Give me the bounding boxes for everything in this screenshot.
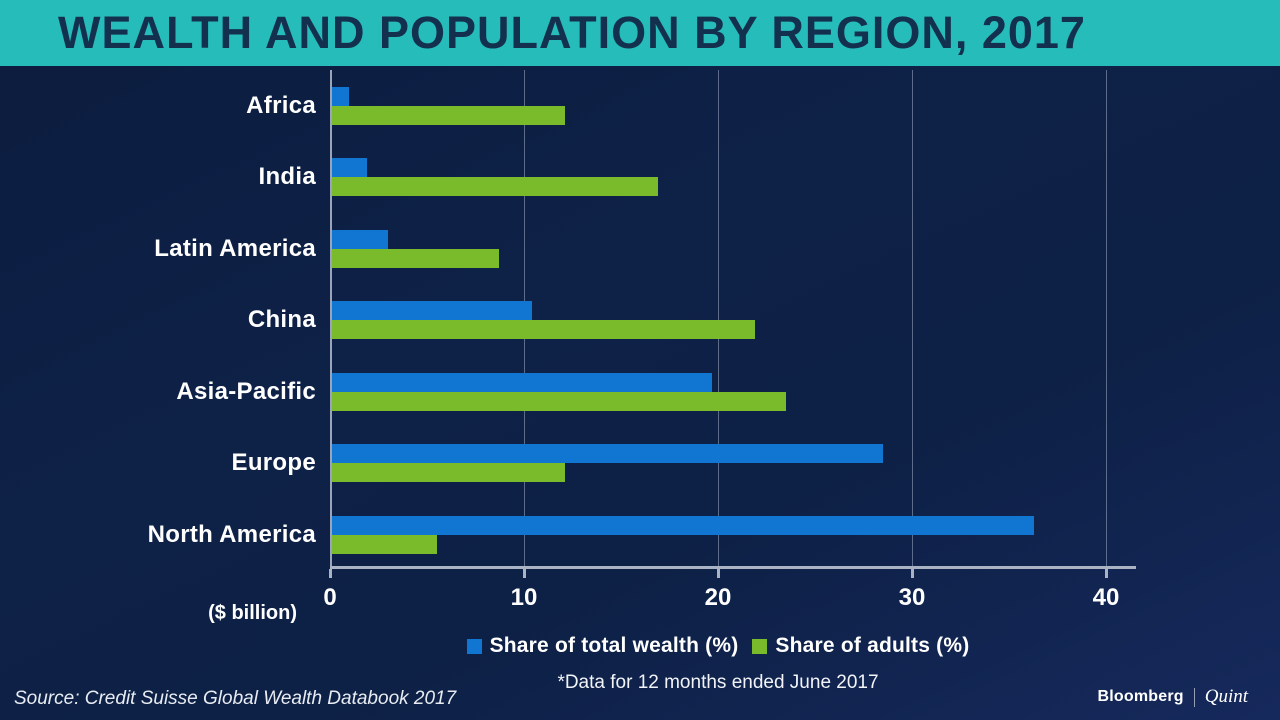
axis-tick-20 (717, 569, 720, 578)
adults-bar-china (332, 320, 755, 339)
axis-tick-label-0: 0 (323, 584, 337, 611)
legend-item-adults: Share of adults (%) (752, 634, 969, 658)
gridline-40 (1106, 70, 1107, 569)
bloomberg-logo-text: Bloomberg (1097, 688, 1184, 705)
adults-bar-europe (332, 463, 565, 482)
adults-bar-asia-pacific (332, 391, 786, 411)
data-footnote: *Data for 12 months ended June 2017 (557, 672, 879, 693)
axis-tick-label-20: 20 (704, 584, 732, 611)
category-label-india: India (258, 163, 316, 190)
wealth-bar-china (332, 301, 532, 320)
wealth-bar-africa (332, 86, 350, 106)
wealth-bar-latin-america (332, 229, 389, 249)
wealth-swatch-icon (466, 638, 482, 654)
chart-legend: Share of total wealth (%) Share of adult… (330, 632, 1106, 660)
legend-item-wealth: Share of total wealth (%) (466, 634, 739, 658)
gridline-20 (718, 70, 719, 569)
x-axis-line (330, 566, 1136, 569)
axis-tick-label-40: 40 (1092, 584, 1120, 611)
adults-bar-north-america (332, 534, 437, 554)
axis-tick-0 (329, 569, 332, 578)
category-label-africa: Africa (246, 91, 316, 119)
legend-adults-label: Share of adults (%) (775, 634, 970, 657)
page-title: WEALTH AND POPULATION BY REGION, 2017 (58, 7, 1086, 58)
quint-logo-text: Quint (1204, 686, 1248, 707)
bloomberg-quint-logo: Bloomberg Quint (1097, 686, 1248, 708)
adults-bar-india (332, 177, 658, 196)
chart-plot-area (330, 70, 1136, 570)
axis-zero-line (330, 70, 332, 569)
category-label-europe: Europe (231, 449, 316, 476)
adults-bar-africa (332, 105, 565, 125)
source-credit: Source: Credit Suisse Global Wealth Data… (14, 688, 457, 709)
wealth-bar-asia-pacific (332, 372, 713, 392)
header-bar: WEALTH AND POPULATION BY REGION, 2017 (0, 0, 1280, 66)
category-labels: Africa India Latin America China Asia-Pacifi… (0, 70, 322, 570)
axis-tick-10 (523, 569, 526, 578)
gridline-30 (912, 70, 913, 569)
wealth-bar-north-america (332, 515, 1035, 535)
wealth-bar-india (332, 158, 367, 177)
axis-tick-30 (911, 569, 914, 578)
wealth-bar-europe (332, 444, 883, 463)
axis-unit-label: ($ billion) (208, 602, 297, 624)
x-axis: 0 10 20 30 40 (323, 566, 1136, 626)
adults-swatch-icon (752, 638, 768, 654)
legend-wealth-label: Share of total wealth (%) (489, 634, 739, 657)
category-label-north-america: North America (147, 520, 316, 548)
axis-tick-label-30: 30 (898, 584, 926, 611)
adults-bar-latin-america (332, 248, 499, 268)
axis-tick-40 (1105, 569, 1108, 578)
logo-divider (1193, 687, 1195, 707)
axis-tick-label-10: 10 (510, 584, 538, 611)
category-label-latin-america: Latin America (154, 234, 316, 262)
category-label-china: China (247, 306, 316, 333)
category-label-asia-pacific: Asia-Pacific (176, 377, 316, 405)
